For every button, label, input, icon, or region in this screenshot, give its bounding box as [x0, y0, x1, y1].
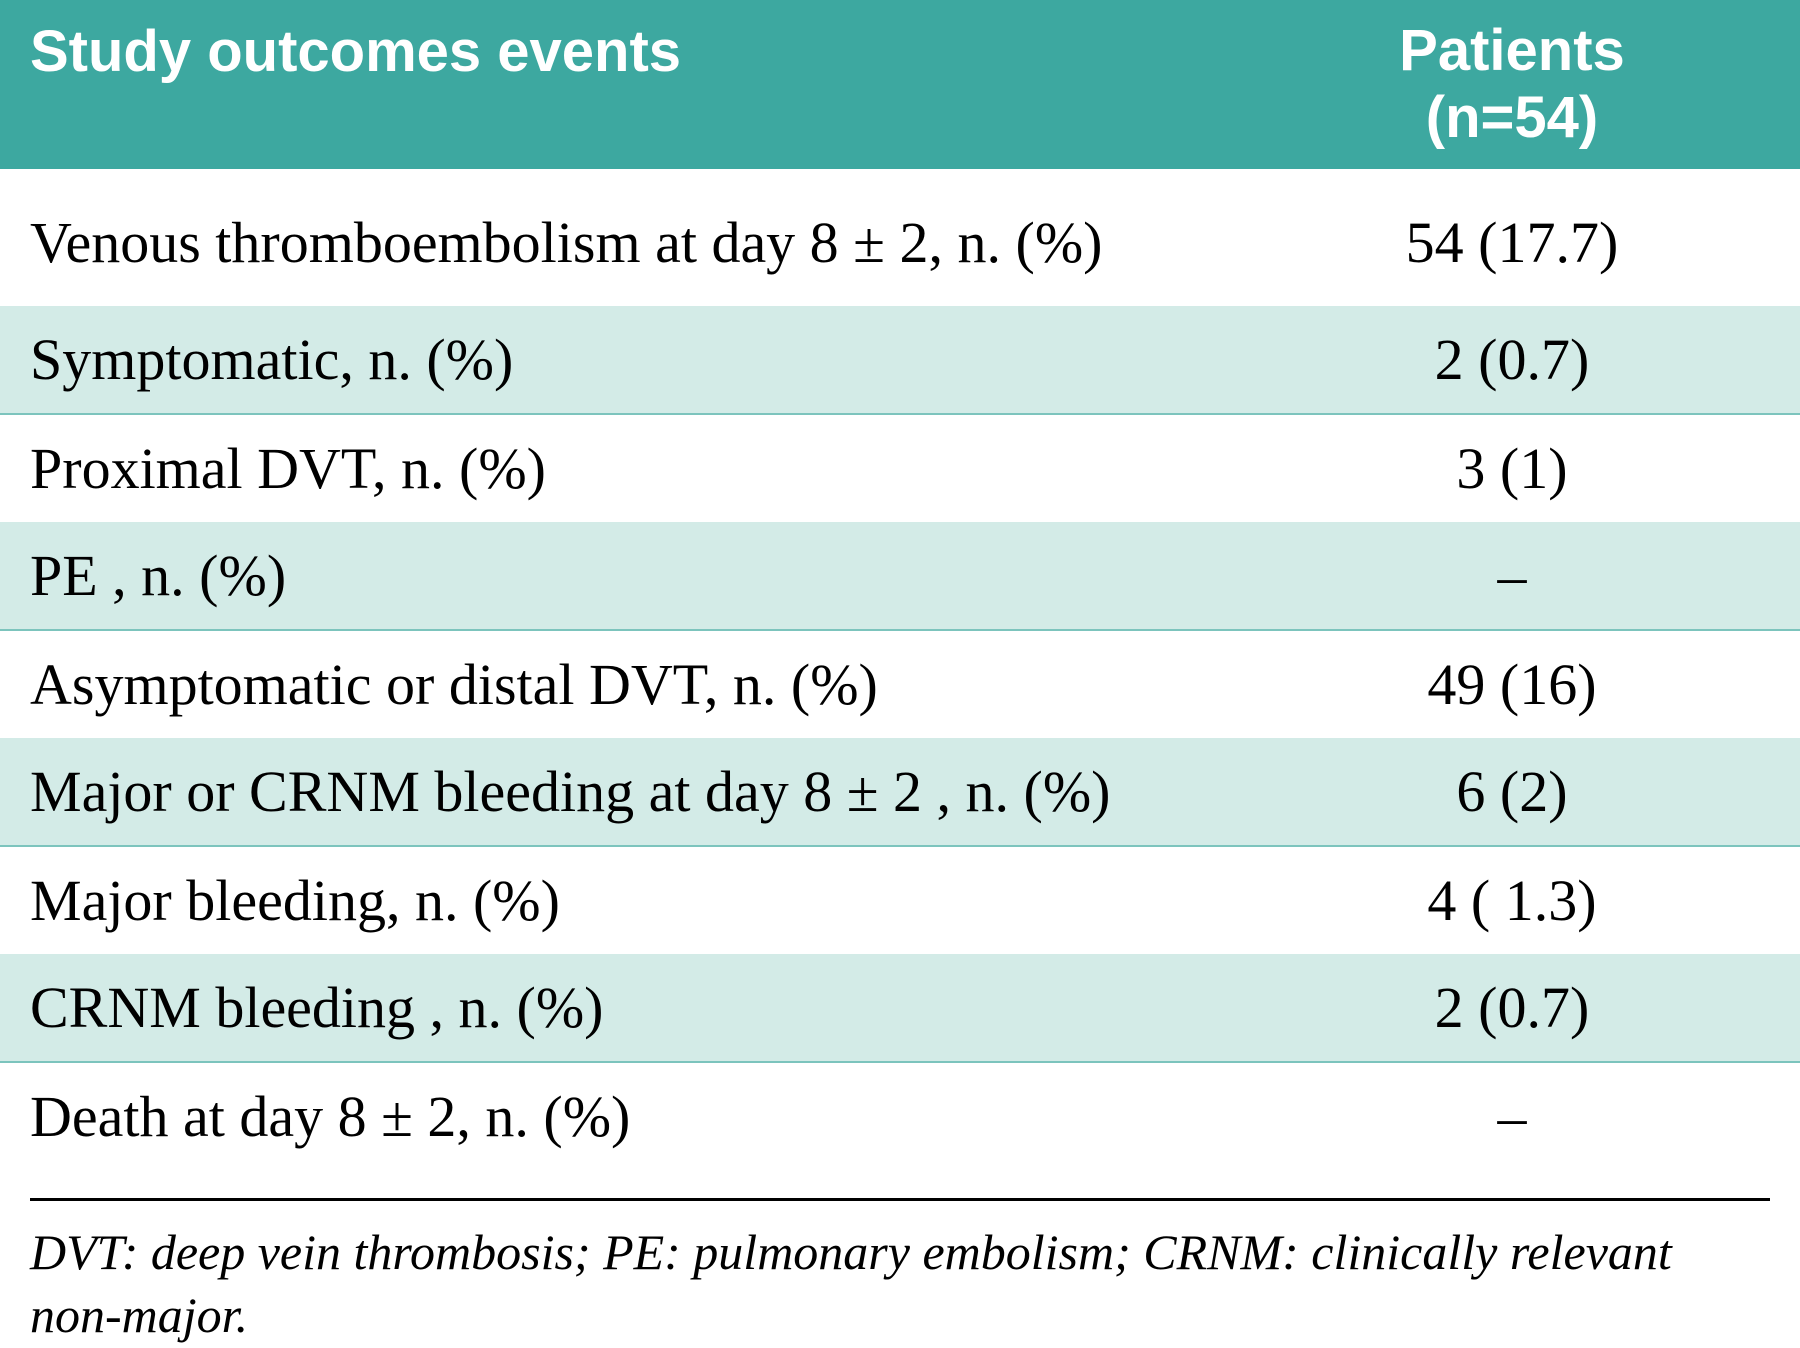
- row-value: –: [1224, 1062, 1800, 1170]
- table-body: Venous thromboembolism at day 8 ± 2, n. …: [0, 169, 1800, 1170]
- table-row: Major bleeding, n. (%)4 ( 1.3): [0, 846, 1800, 954]
- row-value: –: [1224, 522, 1800, 630]
- footnote-rule: [30, 1198, 1770, 1201]
- row-label: PE , n. (%): [0, 522, 1224, 630]
- table-header-row: Study outcomes events Patients(n=54): [0, 0, 1800, 169]
- col-header-patients: Patients(n=54): [1224, 0, 1800, 169]
- table-row: Major or CRNM bleeding at day 8 ± 2 , n.…: [0, 738, 1800, 846]
- table-row: Venous thromboembolism at day 8 ± 2, n. …: [0, 169, 1800, 306]
- table-row: Proximal DVT, n. (%)3 (1): [0, 414, 1800, 522]
- row-value: 6 (2): [1224, 738, 1800, 846]
- row-label: Asymptomatic or distal DVT, n. (%): [0, 630, 1224, 738]
- row-value: 2 (0.7): [1224, 306, 1800, 414]
- row-value: 3 (1): [1224, 414, 1800, 522]
- row-label: Venous thromboembolism at day 8 ± 2, n. …: [0, 169, 1224, 306]
- row-label: Symptomatic, n. (%): [0, 306, 1224, 414]
- table-row: Asymptomatic or distal DVT, n. (%)49 (16…: [0, 630, 1800, 738]
- outcomes-table-wrapper: Study outcomes events Patients(n=54) Ven…: [0, 0, 1800, 1346]
- table-row: PE , n. (%)–: [0, 522, 1800, 630]
- outcomes-table: Study outcomes events Patients(n=54) Ven…: [0, 0, 1800, 1170]
- row-label: Major or CRNM bleeding at day 8 ± 2 , n.…: [0, 738, 1224, 846]
- row-label: Major bleeding, n. (%): [0, 846, 1224, 954]
- row-label: CRNM bleeding , n. (%): [0, 954, 1224, 1062]
- table-row: Death at day 8 ± 2, n. (%)–: [0, 1062, 1800, 1170]
- row-value: 54 (17.7): [1224, 169, 1800, 306]
- row-label: Death at day 8 ± 2, n. (%): [0, 1062, 1224, 1170]
- row-value: 49 (16): [1224, 630, 1800, 738]
- row-value: 2 (0.7): [1224, 954, 1800, 1062]
- table-row: CRNM bleeding , n. (%)2 (0.7): [0, 954, 1800, 1062]
- col-header-outcomes: Study outcomes events: [0, 0, 1224, 169]
- table-row: Symptomatic, n. (%)2 (0.7): [0, 306, 1800, 414]
- row-value: 4 ( 1.3): [1224, 846, 1800, 954]
- footnote-text: DVT: deep vein thrombosis; PE: pulmonary…: [0, 1221, 1800, 1346]
- row-label: Proximal DVT, n. (%): [0, 414, 1224, 522]
